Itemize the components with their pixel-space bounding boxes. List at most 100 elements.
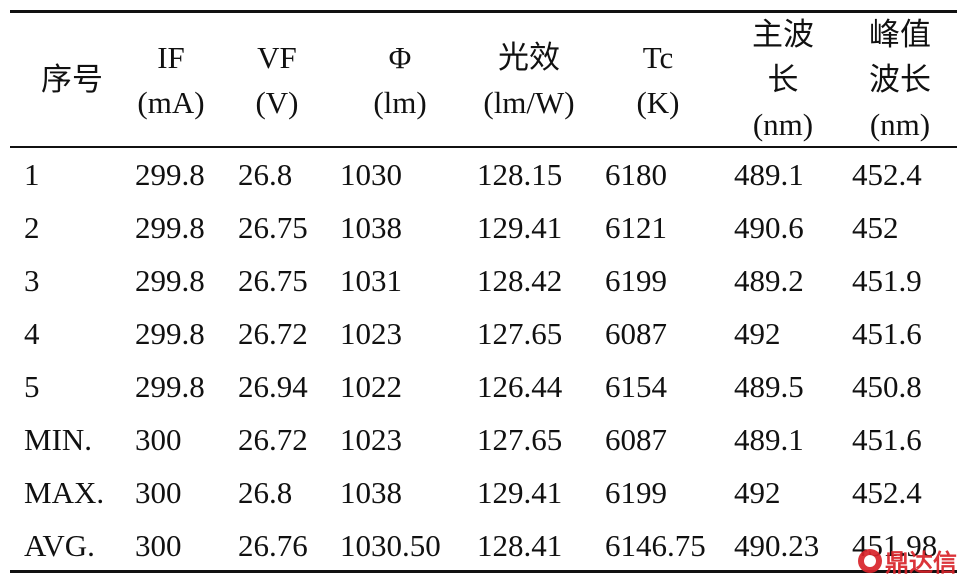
- table-cell: 490.23: [734, 528, 820, 563]
- table-cell: 1030.50: [340, 528, 441, 563]
- header-line: (lm/W): [483, 84, 575, 120]
- table-cell: 6087: [605, 422, 667, 457]
- table-cell: 490.6: [734, 210, 804, 245]
- header-line: (K): [636, 84, 680, 120]
- table-header: 序号 IF (mA) VF (V) Φ (lm) 光效 (lm/W) Tc (K) 主波长 (nm) 峰值…: [10, 13, 957, 146]
- table-cell: 127.65: [477, 422, 563, 457]
- table-cell: 26.76: [238, 528, 308, 563]
- table-cell: 492: [734, 316, 781, 351]
- table-cell: AVG.: [24, 528, 95, 563]
- table-cell: 2: [24, 210, 40, 245]
- header-cell: Φ (lm): [340, 13, 460, 146]
- table-cell: 4: [24, 316, 40, 351]
- table-cell: 1022: [340, 369, 402, 404]
- header-line: (mA): [137, 84, 205, 120]
- table-cell: 26.94: [238, 369, 308, 404]
- header-cell: IF (mA): [130, 13, 212, 146]
- table-body: 1 299.8 26.8 1030 128.15 6180 489.1 452.4 2 299.8…: [10, 148, 957, 572]
- table-cell: 489.1: [734, 422, 804, 457]
- table-cell: 451.6: [852, 316, 922, 351]
- table-cell: 299.8: [135, 316, 205, 351]
- table-cell: 1: [24, 157, 40, 192]
- table-cell: MIN.: [24, 422, 93, 457]
- table-cell: 6087: [605, 316, 667, 351]
- table-cell: 6199: [605, 263, 667, 298]
- table-cell: 127.65: [477, 316, 563, 351]
- header-line: Tc: [642, 39, 674, 75]
- table-cell: 128.42: [477, 263, 563, 298]
- table-cell: 1023: [340, 422, 402, 457]
- table-row: 5 299.8 26.94 1022 126.44 6154 489.5 450.8: [10, 360, 957, 413]
- table-cell: 1030: [340, 157, 402, 192]
- header-cell: 序号: [22, 13, 122, 146]
- header-line: Φ: [388, 39, 412, 75]
- table-cell: MAX.: [24, 475, 105, 510]
- table-cell: 6180: [605, 157, 667, 192]
- table-cell: 128.15: [477, 157, 563, 192]
- table-cell: 300: [135, 475, 182, 510]
- header-line: 光效: [498, 39, 560, 75]
- table-cell: 489.1: [734, 157, 804, 192]
- table-cell: 300: [135, 422, 182, 457]
- header-cell: 光效 (lm/W): [470, 13, 588, 146]
- table-cell: 3: [24, 263, 40, 298]
- table-cell: 451.9: [852, 263, 922, 298]
- table-row: 3 299.8 26.75 1031 128.42 6199 489.2 451.9: [10, 254, 957, 307]
- table-row: MIN. 300 26.72 1023 127.65 6087 489.1 451.6: [10, 413, 957, 466]
- header-line: 波长: [869, 62, 931, 97]
- table-cell: 1038: [340, 210, 402, 245]
- table-top-rule: [10, 10, 957, 13]
- table-cell: 26.75: [238, 263, 308, 298]
- table-cell: 1038: [340, 475, 402, 510]
- table-cell: 299.8: [135, 157, 205, 192]
- table-cell: 452.4: [852, 157, 922, 192]
- table-row: 2 299.8 26.75 1038 129.41 6121 490.6 452: [10, 201, 957, 254]
- table-cell: 300: [135, 528, 182, 563]
- table-cell: 26.8: [238, 157, 293, 192]
- table-row: 4 299.8 26.72 1023 127.65 6087 492 451.6: [10, 307, 957, 360]
- table-cell: 489.5: [734, 369, 804, 404]
- header-line: (nm): [752, 107, 814, 142]
- table-cell: 26.72: [238, 316, 308, 351]
- header-line: (V): [255, 84, 299, 120]
- header-line: 序号: [41, 62, 103, 97]
- table-cell: 128.41: [477, 528, 563, 563]
- watermark: 鼎达信: [858, 543, 957, 578]
- table-cell: 6121: [605, 210, 667, 245]
- table-cell: 452.4: [852, 475, 922, 510]
- table-row: MAX. 300 26.8 1038 129.41 6199 492 452.4: [10, 466, 957, 519]
- table-bottom-rule: [10, 570, 957, 573]
- table-cell: 129.41: [477, 210, 563, 245]
- header-line: 峰值: [869, 17, 931, 52]
- header-cell: 峰值波长 (nm): [850, 13, 950, 146]
- watermark-text: 鼎达信: [885, 549, 957, 577]
- table-header-rule: [10, 146, 957, 148]
- table-cell: 1031: [340, 263, 402, 298]
- header-cell: VF (V): [236, 13, 318, 146]
- table-cell: 451.6: [852, 422, 922, 457]
- table-row: AVG. 300 26.76 1030.50 128.41 6146.75 490.23 45…: [10, 519, 957, 572]
- header-line: (nm): [869, 107, 931, 142]
- header-line: VF: [257, 39, 297, 75]
- header-line: IF: [157, 39, 185, 75]
- header-line: 主波: [752, 17, 814, 52]
- table-cell: 26.8: [238, 475, 293, 510]
- table-cell: 450.8: [852, 369, 922, 404]
- header-line: (lm): [373, 84, 427, 120]
- table-cell: 452: [852, 210, 899, 245]
- watermark-logo-icon: [858, 548, 882, 573]
- table-cell: 492: [734, 475, 781, 510]
- table-cell: 489.2: [734, 263, 804, 298]
- table-cell: 26.75: [238, 210, 308, 245]
- header-cell: Tc (K): [606, 13, 710, 146]
- table-cell: 299.8: [135, 263, 205, 298]
- table-cell: 6146.75: [605, 528, 706, 563]
- table-cell: 5: [24, 369, 40, 404]
- table-cell: 6199: [605, 475, 667, 510]
- table-row: 1 299.8 26.8 1030 128.15 6180 489.1 452.4: [10, 148, 957, 201]
- table-cell: 129.41: [477, 475, 563, 510]
- table-cell: 126.44: [477, 369, 563, 404]
- table-cell: 26.72: [238, 422, 308, 457]
- table-cell: 299.8: [135, 369, 205, 404]
- table-cell: 299.8: [135, 210, 205, 245]
